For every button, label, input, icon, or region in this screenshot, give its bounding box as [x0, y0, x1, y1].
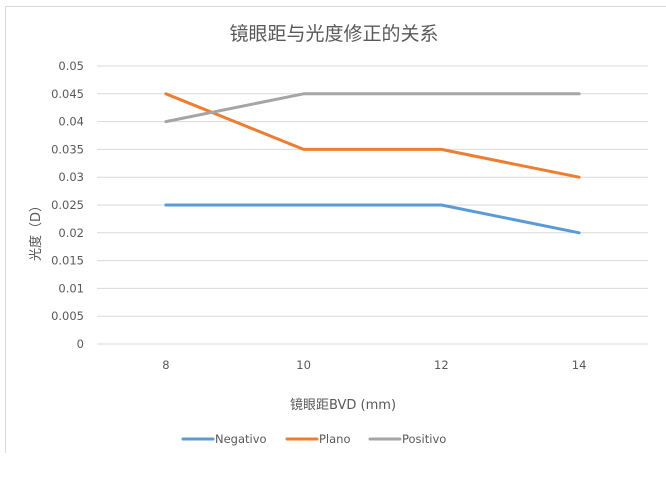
- legend-item-positivo: Positivo: [368, 432, 446, 446]
- y-tick-labels: 0 0.005 0.01 0.015 0.02 0.025 0.03 0.035 0.04 0.0…: [51, 59, 84, 351]
- y-tick-label: 0.01: [58, 281, 84, 295]
- legend-label: Negativo: [215, 432, 267, 446]
- y-tick-label: 0.005: [51, 309, 84, 323]
- y-tick-label: 0.025: [51, 198, 84, 212]
- x-tick-label: 14: [572, 358, 587, 372]
- series-line-plano: [164, 92, 581, 179]
- legend-item-negativo: Negativo: [181, 432, 267, 446]
- legend-item-plano: Plano: [285, 432, 351, 446]
- y-tick-label: 0.05: [58, 59, 84, 73]
- series-line-positivo: [164, 92, 581, 124]
- y-tick-label: 0.02: [58, 226, 84, 240]
- x-axis-label: 镜眼距BVD (mm): [290, 398, 396, 413]
- y-tick-label: 0.015: [51, 254, 84, 268]
- y-tick-label: 0.04: [58, 115, 84, 129]
- legend-label: Positivo: [402, 432, 446, 446]
- x-tick-labels: 8 10 12 14: [162, 358, 586, 372]
- series-lines: [164, 92, 581, 235]
- y-tick-label: 0: [77, 337, 84, 351]
- x-tick-label: 8: [162, 358, 169, 372]
- y-axis-label: 光度（D）: [28, 199, 44, 261]
- y-tick-label: 0.03: [58, 170, 84, 184]
- y-tick-label: 0.035: [51, 142, 84, 156]
- legend-label: Plano: [319, 432, 351, 446]
- chart-title: 镜眼距与光度修正的关系: [229, 23, 438, 45]
- legend: Negativo Plano Positivo: [181, 432, 446, 446]
- x-tick-label: 12: [434, 358, 449, 372]
- x-tick-label: 10: [296, 358, 311, 372]
- y-tick-label: 0.045: [51, 87, 84, 101]
- chart-frame: [5, 6, 666, 453]
- series-line-negativo: [164, 203, 581, 235]
